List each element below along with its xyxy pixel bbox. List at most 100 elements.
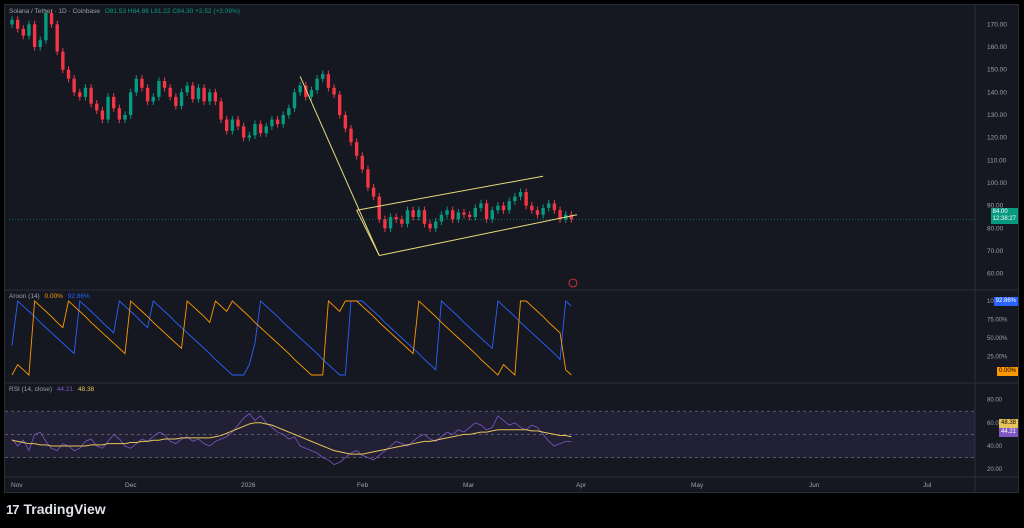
- time-axis-label: May: [691, 482, 704, 489]
- candle-body: [371, 187, 376, 197]
- candle-body: [32, 24, 37, 47]
- candle-body: [360, 155, 364, 170]
- aroon-axis-label: 75.00%: [987, 318, 1008, 324]
- candle-body: [55, 24, 59, 52]
- candle-body: [236, 119, 240, 127]
- candle-body: [434, 221, 438, 229]
- chart-frame: 170.00 160.00 150.00 140.00 130.00 120.00 110.…: [4, 4, 1019, 493]
- channel-upper-line: [356, 175, 544, 211]
- footer-bar: 17 TradingView: [0, 493, 1024, 528]
- candle-body: [400, 219, 404, 224]
- candle-body: [27, 24, 31, 36]
- ohlc-values: O81.53 H84.86 L81.22 C84.30 +2.52 (+3.09…: [104, 8, 240, 15]
- candle-body: [439, 214, 444, 222]
- tradingview-logo-icon: 17: [6, 501, 20, 517]
- candle-body: [89, 87, 93, 104]
- price-axis-label: 110.00: [987, 157, 1007, 164]
- channel-side-line: [356, 209, 380, 256]
- candle-body: [422, 210, 427, 224]
- events-icon: [568, 278, 578, 288]
- candle-body: [174, 96, 178, 106]
- candle-body: [78, 92, 82, 97]
- candle-body: [241, 126, 246, 138]
- candle-body: [264, 126, 268, 134]
- trendline-down: [299, 76, 380, 256]
- tradingview-logo[interactable]: 17 TradingView: [6, 501, 106, 517]
- candle-body: [287, 108, 291, 115]
- candle-body: [128, 92, 133, 115]
- candlestick-series: [10, 9, 574, 232]
- aroon-down-line: [11, 300, 572, 376]
- candle-body: [281, 115, 285, 125]
- candle-body: [304, 85, 308, 97]
- rsi-title[interactable]: RSI (14, close): [9, 386, 52, 393]
- aroon-title[interactable]: Aroon (14): [9, 293, 40, 300]
- candle-body: [417, 210, 421, 217]
- candle-body: [106, 96, 110, 120]
- symbol-title[interactable]: Solana / Tether · 1D · Coinbase: [9, 8, 100, 15]
- candle-body: [552, 203, 557, 211]
- candle-body: [558, 210, 562, 220]
- candle-body: [405, 210, 410, 224]
- candle-body: [247, 135, 251, 138]
- candle-body: [95, 103, 99, 111]
- candle-body: [377, 196, 381, 220]
- candle-body: [157, 81, 161, 97]
- candle-body: [349, 128, 353, 143]
- price-axis-label: 80.00: [987, 225, 1004, 232]
- candle-body: [428, 223, 432, 229]
- price-axis-label: 170.00: [987, 21, 1007, 28]
- candle-body: [451, 210, 455, 220]
- candle-body: [479, 203, 483, 208]
- price-axis-label: 150.00: [987, 67, 1007, 74]
- candle-body: [354, 142, 359, 156]
- time-axis-label: Dec: [125, 482, 137, 489]
- candle-body: [456, 212, 461, 220]
- candle-body: [140, 78, 144, 88]
- candle-body: [535, 210, 540, 215]
- candle-body: [61, 51, 65, 70]
- aroon-legend[interactable]: Aroon (14) 0.00% 92.86%: [9, 293, 93, 300]
- candle-body: [513, 196, 517, 202]
- candle-body: [225, 119, 229, 131]
- brand-name: TradingView: [23, 501, 106, 517]
- candle-body: [72, 78, 76, 93]
- candle-body: [467, 214, 472, 217]
- candle-body: [332, 87, 336, 95]
- candle-body: [496, 205, 500, 211]
- candle-body: [191, 85, 195, 100]
- price-axis-label: 60.00: [987, 271, 1004, 278]
- rsi-ma-value: 48.38: [77, 386, 95, 393]
- candle-body: [66, 69, 71, 79]
- candle-body: [253, 124, 257, 136]
- candle-body: [462, 212, 466, 215]
- candle-body: [524, 192, 528, 206]
- last-price-tag: 84.00 12:38:27: [990, 208, 1018, 224]
- aroon-up-line: [11, 300, 572, 376]
- candle-body: [298, 85, 302, 93]
- price-axis-label: 120.00: [987, 135, 1007, 142]
- channel-drawing: [299, 76, 578, 257]
- rsi-legend[interactable]: RSI (14, close) 44.21 48.38: [9, 386, 97, 393]
- candle-body: [83, 87, 88, 97]
- time-axis-label: Nov: [11, 482, 23, 489]
- aroon-down-tag: 0.00%: [996, 367, 1018, 376]
- candle-body: [112, 96, 116, 109]
- candle-body: [518, 192, 523, 197]
- candle-body: [507, 201, 511, 211]
- candle-body: [38, 40, 42, 47]
- last-price: 84.00: [992, 209, 1008, 215]
- candle-body: [338, 94, 342, 115]
- candle-body: [196, 87, 201, 100]
- candle-body: [383, 219, 387, 229]
- symbol-legend[interactable]: Solana / Tether · 1D · Coinbase O81.53 H…: [9, 8, 243, 15]
- chart-canvas[interactable]: 170.00 160.00 150.00 140.00 130.00 120.00 110.…: [5, 5, 1019, 493]
- candle-body: [366, 169, 370, 188]
- candle-body: [343, 115, 348, 129]
- candle-body: [208, 92, 212, 102]
- rsi-ma-line: [11, 422, 572, 455]
- candle-body: [258, 124, 263, 134]
- channel-lower-line: [379, 214, 578, 257]
- candle-body: [326, 74, 331, 88]
